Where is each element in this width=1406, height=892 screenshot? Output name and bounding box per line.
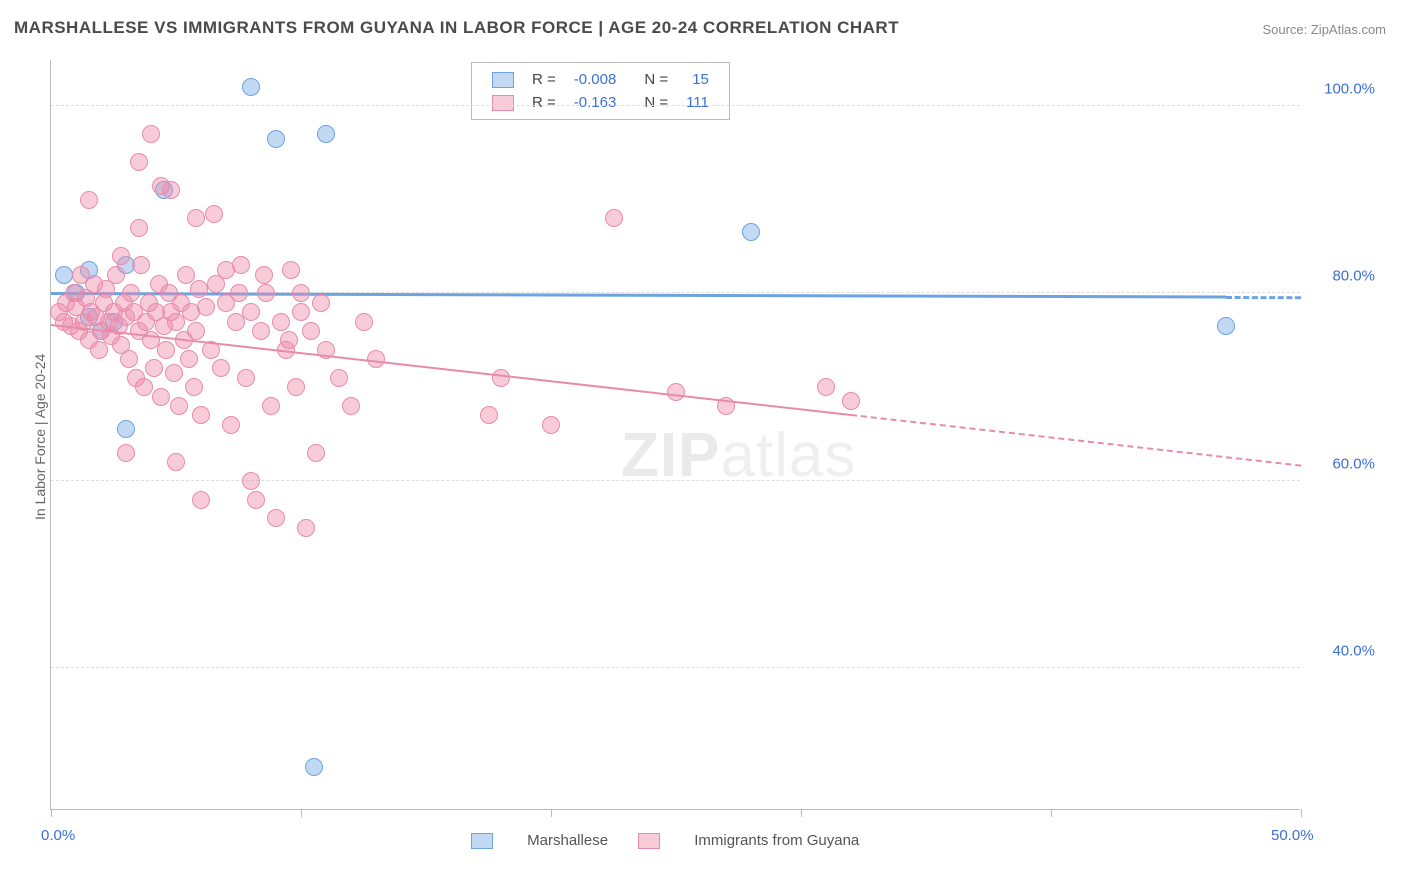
gridline xyxy=(51,105,1300,106)
data-point xyxy=(605,209,623,227)
data-point xyxy=(312,294,330,312)
data-point xyxy=(1217,317,1235,335)
data-point xyxy=(242,472,260,490)
data-point xyxy=(142,125,160,143)
data-point xyxy=(187,209,205,227)
data-point xyxy=(247,491,265,509)
data-point xyxy=(130,219,148,237)
y-tick-label: 40.0% xyxy=(1332,643,1375,660)
data-point xyxy=(167,453,185,471)
data-point xyxy=(317,125,335,143)
x-tick-label: 0.0% xyxy=(41,827,75,844)
data-point xyxy=(302,322,320,340)
data-point xyxy=(267,509,285,527)
data-point xyxy=(282,261,300,279)
trend-line xyxy=(1226,296,1301,299)
legend-row: R =-0.163N =111 xyxy=(484,92,717,113)
data-point xyxy=(255,266,273,284)
data-point xyxy=(197,298,215,316)
data-point xyxy=(257,284,275,302)
data-point xyxy=(230,284,248,302)
y-tick-label: 60.0% xyxy=(1332,455,1375,472)
legend-item: Marshallese xyxy=(471,832,608,849)
data-point xyxy=(145,359,163,377)
data-point xyxy=(280,331,298,349)
data-point xyxy=(287,378,305,396)
data-point xyxy=(742,223,760,241)
data-point xyxy=(55,266,73,284)
data-point xyxy=(292,284,310,302)
x-tick xyxy=(551,809,552,817)
data-point xyxy=(117,444,135,462)
data-point xyxy=(292,303,310,321)
source-label: Source: ZipAtlas.com xyxy=(1262,22,1386,37)
x-tick xyxy=(801,809,802,817)
data-point xyxy=(130,153,148,171)
data-point xyxy=(842,392,860,410)
x-tick xyxy=(51,809,52,817)
data-point xyxy=(162,181,180,199)
y-axis-title: In Labor Force | Age 20-24 xyxy=(32,354,48,520)
data-point xyxy=(212,359,230,377)
data-point xyxy=(192,491,210,509)
data-point xyxy=(252,322,270,340)
data-point xyxy=(180,350,198,368)
x-tick-label: 50.0% xyxy=(1271,827,1314,844)
data-point xyxy=(185,378,203,396)
data-point xyxy=(112,247,130,265)
data-point xyxy=(242,303,260,321)
data-point xyxy=(237,369,255,387)
data-point xyxy=(117,420,135,438)
data-point xyxy=(122,284,140,302)
data-point xyxy=(262,397,280,415)
gridline xyxy=(51,667,1300,668)
data-point xyxy=(120,350,138,368)
series-legend: Marshallese Immigrants from Guyana xyxy=(471,832,889,849)
data-point xyxy=(170,397,188,415)
correlation-legend: R =-0.008N =15R =-0.163N =111 xyxy=(471,62,730,120)
data-point xyxy=(667,383,685,401)
data-point xyxy=(492,369,510,387)
data-point xyxy=(342,397,360,415)
data-point xyxy=(305,758,323,776)
data-point xyxy=(157,341,175,359)
plot-area: ZIPatlas R =-0.008N =15R =-0.163N =111 M… xyxy=(50,60,1300,810)
legend-row: R =-0.008N =15 xyxy=(484,69,717,90)
y-tick-label: 80.0% xyxy=(1332,268,1375,285)
data-point xyxy=(205,205,223,223)
data-point xyxy=(267,130,285,148)
data-point xyxy=(480,406,498,424)
y-tick-label: 100.0% xyxy=(1324,80,1375,97)
data-point xyxy=(817,378,835,396)
data-point xyxy=(297,519,315,537)
x-tick xyxy=(1051,809,1052,817)
gridline xyxy=(51,480,1300,481)
data-point xyxy=(330,369,348,387)
x-tick xyxy=(301,809,302,817)
data-point xyxy=(190,280,208,298)
data-point xyxy=(355,313,373,331)
data-point xyxy=(307,444,325,462)
data-point xyxy=(135,378,153,396)
x-tick xyxy=(1301,809,1302,817)
data-point xyxy=(192,406,210,424)
data-point xyxy=(80,191,98,209)
data-point xyxy=(165,364,183,382)
legend-item: Immigrants from Guyana xyxy=(638,832,859,849)
data-point xyxy=(217,261,235,279)
data-point xyxy=(542,416,560,434)
data-point xyxy=(242,78,260,96)
data-point xyxy=(152,388,170,406)
data-point xyxy=(132,256,150,274)
data-point xyxy=(222,416,240,434)
chart-title: MARSHALLESE VS IMMIGRANTS FROM GUYANA IN… xyxy=(14,18,899,38)
data-point xyxy=(107,266,125,284)
trend-line xyxy=(851,414,1301,467)
data-point xyxy=(272,313,290,331)
data-point xyxy=(187,322,205,340)
data-point xyxy=(90,341,108,359)
